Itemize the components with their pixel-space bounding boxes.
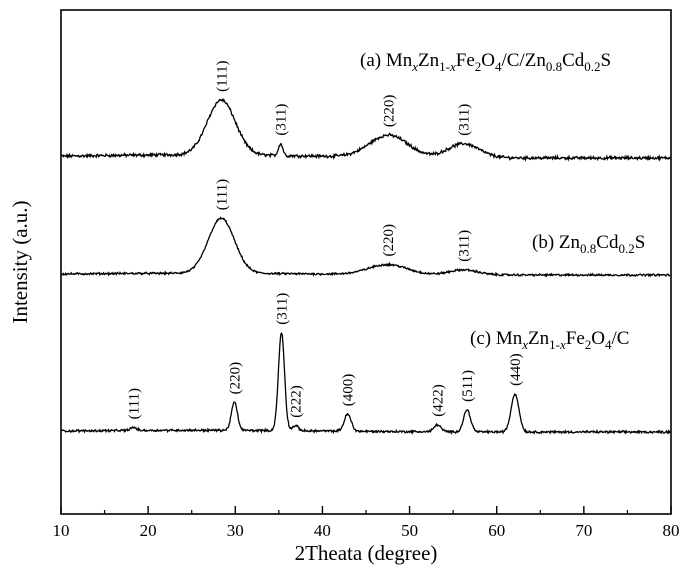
peak-label: (311) — [274, 104, 290, 136]
peak-label: (220) — [381, 224, 397, 257]
peak-label: (111) — [214, 179, 230, 210]
series-label-group: (a) MnxZn1-xFe2O4/C/Zn0.8Cd0.2S (b) Zn0.8… — [360, 50, 645, 352]
peak-label-group: (111) (311) (220) (311) (111) (220) (311) (111)… — [126, 61, 524, 420]
x-tick-label: 20 — [140, 521, 157, 540]
x-tick-label: 30 — [227, 521, 244, 540]
series-label: (c) MnxZn1-xFe2O4/C — [470, 328, 629, 352]
series-line — [61, 100, 670, 160]
peak-label: (311) — [275, 293, 291, 325]
peak-label: (311) — [457, 230, 473, 262]
peak-label: (440) — [508, 353, 524, 386]
x-tick-label: 70 — [575, 521, 592, 540]
peak-label: (422) — [431, 384, 447, 417]
x-tick-group: 10 20 30 40 50 60 70 80 — [53, 506, 680, 540]
peak-label: (220) — [227, 362, 243, 395]
series-label: (b) Zn0.8Cd0.2S — [532, 232, 645, 256]
x-axis-label: 2Theata (degree) — [295, 541, 438, 565]
x-tick-label: 50 — [401, 521, 418, 540]
peak-label: (111) — [214, 61, 230, 92]
trace-group — [61, 100, 670, 434]
series-label: (a) MnxZn1-xFe2O4/C/Zn0.8Cd0.2S — [360, 50, 611, 74]
peak-label: (220) — [382, 95, 398, 128]
y-axis-label: Intensity (a.u.) — [8, 200, 32, 323]
x-tick-label: 40 — [314, 521, 331, 540]
peak-label: (111) — [126, 388, 142, 419]
peak-label: (400) — [341, 374, 357, 407]
plot-frame — [61, 10, 671, 514]
peak-label: (222) — [288, 385, 304, 418]
x-tick-label: 10 — [53, 521, 70, 540]
peak-label: (511) — [460, 370, 476, 402]
x-tick-label: 80 — [663, 521, 680, 540]
x-tick-label: 60 — [488, 521, 505, 540]
peak-label: (311) — [457, 104, 473, 136]
